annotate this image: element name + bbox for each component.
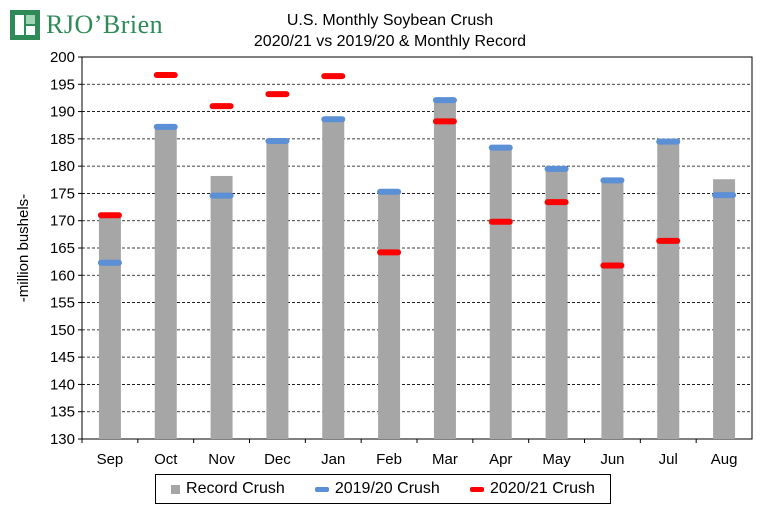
- rjo-brien-logo-icon: [10, 10, 40, 40]
- bar-record-crush: [98, 217, 121, 439]
- y-axis-label: -million bushels-: [15, 194, 32, 302]
- legend-item-record: Record Crush: [171, 480, 285, 498]
- bar-record-crush: [713, 179, 736, 440]
- legend-swatch-record: [171, 484, 181, 494]
- bar-record-crush: [433, 99, 456, 440]
- legend-label-2019-20: 2019/20 Crush: [334, 480, 440, 497]
- marker-2020-21-crush: [600, 262, 625, 269]
- bar-record-crush: [154, 126, 177, 439]
- marker-2019-20-crush: [321, 116, 346, 123]
- y-tick-label: 135: [50, 404, 75, 421]
- x-tick-label: Jun: [600, 451, 624, 468]
- x-tick-label: Feb: [376, 451, 402, 468]
- chart-subtitle: 2020/21 vs 2019/20 & Monthly Record: [253, 33, 527, 50]
- marker-2020-21-crush: [265, 91, 290, 98]
- marker-2019-20-crush: [265, 138, 290, 145]
- marker-2020-21-crush: [377, 249, 402, 256]
- x-tick-label: Nov: [208, 451, 235, 468]
- bar-record-crush: [322, 118, 345, 439]
- marker-2019-20-crush: [209, 192, 234, 199]
- y-tick-label: 170: [50, 213, 75, 230]
- y-tick-label: 190: [50, 104, 75, 121]
- y-tick-label: 155: [50, 295, 75, 312]
- marker-2020-21-crush: [321, 73, 346, 80]
- marker-2020-21-crush: [488, 218, 513, 225]
- marker-2019-20-crush: [600, 177, 625, 184]
- y-tick-label: 195: [50, 76, 75, 93]
- y-tick-label: 180: [50, 158, 75, 175]
- y-tick-label: 165: [50, 240, 75, 257]
- y-tick-label: 200: [50, 49, 75, 66]
- y-tick-label: 130: [50, 431, 75, 448]
- chart-title: U.S. Monthly Soybean Crush: [286, 12, 494, 29]
- marker-2019-20-crush: [656, 138, 681, 145]
- x-tick-label: Dec: [264, 451, 291, 468]
- x-tick-label: Mar: [432, 451, 458, 468]
- marker-2019-20-crush: [544, 165, 569, 172]
- legend-swatch-2019-20: [314, 486, 329, 492]
- legend-item-2020-21: 2020/21 Crush: [469, 480, 595, 498]
- marker-2020-21-crush: [97, 212, 122, 219]
- x-tick-label: May: [542, 451, 571, 468]
- legend-swatch-2020-21: [469, 486, 484, 492]
- bar-record-crush: [489, 146, 512, 440]
- marker-2019-20-crush: [712, 192, 737, 199]
- y-tick-label: 150: [50, 322, 75, 339]
- bar-record-crush: [601, 179, 624, 440]
- marker-2019-20-crush: [97, 259, 122, 266]
- marker-2020-21-crush: [153, 72, 178, 79]
- marker-2019-20-crush: [432, 97, 457, 104]
- y-tick-label: 175: [50, 185, 75, 202]
- logo-text: RJO’Brien: [46, 10, 164, 39]
- legend-label-record: Record Crush: [186, 480, 285, 497]
- bar-record-crush: [378, 190, 401, 439]
- x-tick-label: Oct: [154, 451, 178, 468]
- bar-record-crush: [266, 139, 289, 439]
- x-tick-label: Apr: [489, 451, 512, 468]
- bar-record-crush: [545, 167, 568, 439]
- x-tick-label: Sep: [97, 451, 124, 468]
- marker-2019-20-crush: [153, 123, 178, 130]
- bar-record-crush: [657, 140, 680, 439]
- x-tick-label: Jan: [321, 451, 345, 468]
- y-tick-label: 140: [50, 376, 75, 393]
- y-tick-label: 185: [50, 131, 75, 148]
- marker-2019-20-crush: [377, 188, 402, 195]
- marker-2020-21-crush: [432, 118, 457, 125]
- legend-item-2019-20: 2019/20 Crush: [314, 480, 440, 498]
- marker-2020-21-crush: [209, 103, 234, 110]
- x-tick-label: Aug: [711, 451, 738, 468]
- marker-2020-21-crush: [544, 199, 569, 206]
- y-tick-label: 160: [50, 267, 75, 284]
- marker-2020-21-crush: [656, 237, 681, 244]
- x-tick-label: Jul: [659, 451, 678, 468]
- chart-legend: Record Crush 2019/20 Crush 2020/21 Crush: [155, 474, 611, 504]
- y-tick-label: 145: [50, 349, 75, 366]
- logo: RJO’Brien: [10, 8, 163, 42]
- bar-record-crush: [210, 175, 233, 440]
- legend-label-2020-21: 2020/21 Crush: [489, 480, 595, 497]
- marker-2019-20-crush: [488, 144, 513, 151]
